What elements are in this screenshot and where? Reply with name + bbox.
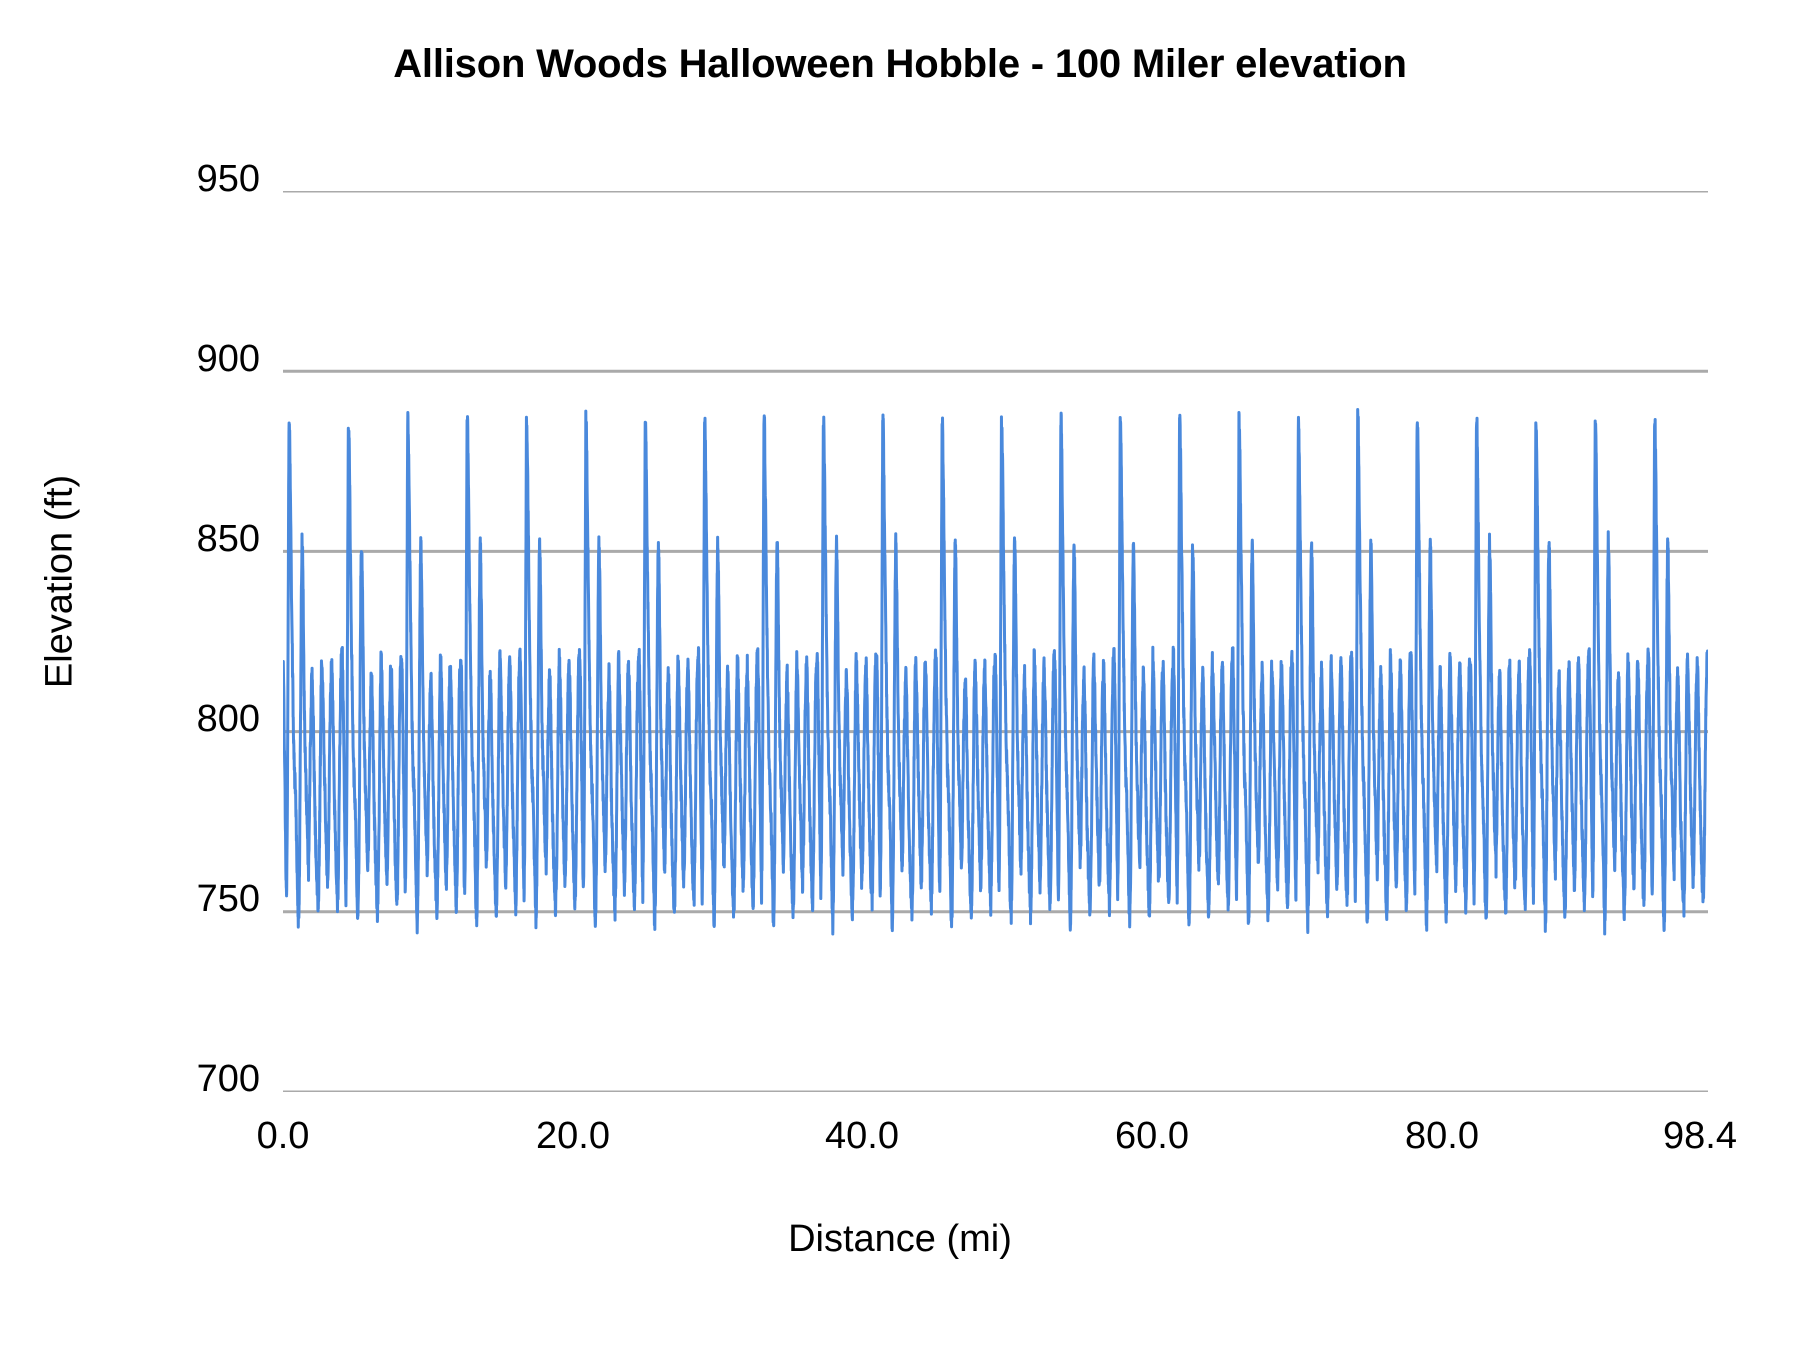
- x-tick-label-98: 98.4: [1663, 1115, 1737, 1157]
- y-tick-label-850: 850: [196, 518, 260, 560]
- y-tick-label-950: 950: [196, 158, 260, 200]
- y-tick-label-900: 900: [196, 338, 260, 380]
- x-tick-label-60: 60.0: [1115, 1115, 1189, 1157]
- y-axis-title: Elevation (ft): [38, 474, 81, 689]
- x-tick-label-0: 0.0: [256, 1115, 310, 1157]
- elevation-series-line: [283, 408, 1708, 936]
- x-tick-label-80: 80.0: [1405, 1115, 1479, 1157]
- x-tick-label-20: 20.0: [536, 1115, 610, 1157]
- gridlines: [283, 191, 1708, 1092]
- y-tick-label-800: 800: [196, 698, 260, 740]
- elevation-plot-svg: [283, 191, 1708, 1092]
- chart-title: Allison Woods Halloween Hobble - 100 Mil…: [393, 42, 1407, 86]
- y-tick-label-700: 700: [196, 1058, 260, 1100]
- x-tick-label-40: 40.0: [825, 1115, 899, 1157]
- x-axis-title: Distance (mi): [788, 1218, 1012, 1260]
- plot-area: [283, 191, 1708, 1092]
- y-tick-label-750: 750: [196, 878, 260, 920]
